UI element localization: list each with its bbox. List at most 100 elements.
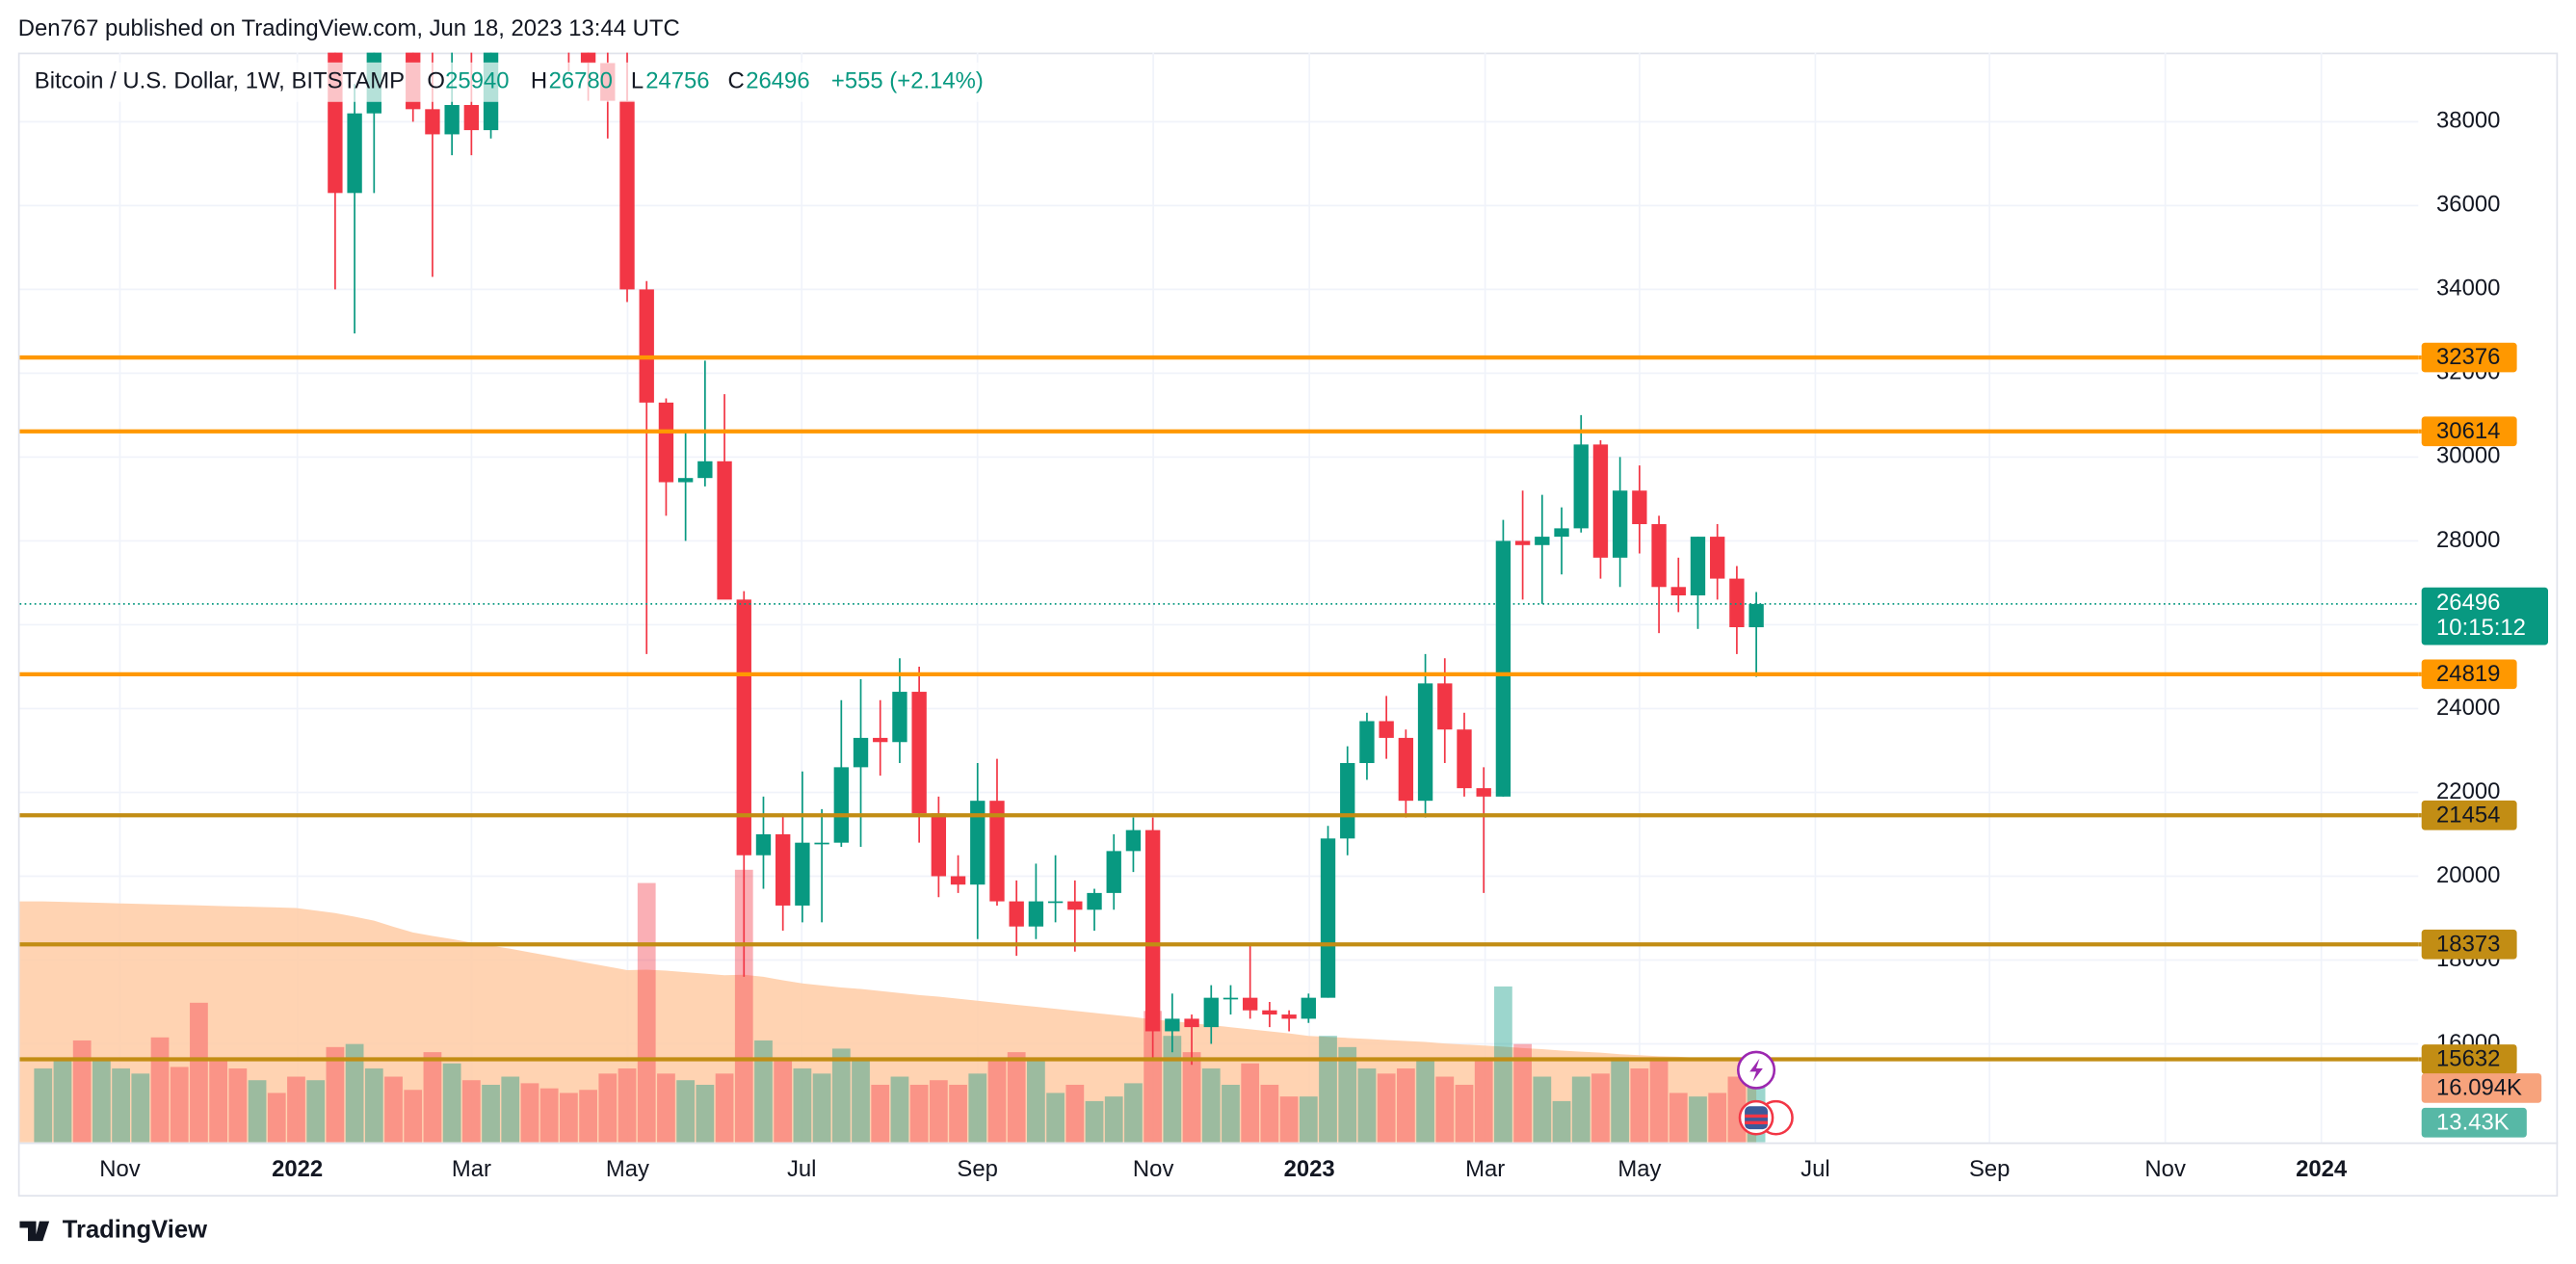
volume-bar <box>696 1084 715 1143</box>
level-label-box <box>2421 416 2517 447</box>
candle-body <box>619 100 635 290</box>
open-label: O <box>427 68 445 94</box>
candle-body <box>931 813 947 877</box>
legend-backdrop <box>22 62 993 102</box>
candle-body <box>1243 997 1258 1011</box>
candle-body <box>639 289 654 403</box>
volume-bar <box>871 1084 890 1143</box>
x-tick-label: May <box>1617 1156 1661 1182</box>
volume-bar <box>1007 1052 1026 1143</box>
x-tick-label: 2024 <box>2296 1156 2348 1182</box>
brand-name: TradingView <box>63 1217 207 1244</box>
candle-body <box>1009 901 1024 927</box>
candle-body <box>1535 537 1550 545</box>
volume-bar <box>618 1068 637 1143</box>
volume-bar <box>1182 1052 1201 1143</box>
candle-body <box>1457 729 1472 789</box>
volume-bar <box>774 1060 793 1143</box>
candle-body <box>1301 997 1316 1019</box>
candle-body <box>1184 1018 1199 1028</box>
volume-bar <box>482 1084 500 1143</box>
volume-bar <box>1689 1096 1707 1143</box>
volume-bar <box>1357 1068 1377 1143</box>
low-value: 24756 <box>645 68 709 94</box>
volume-label: 13.43K <box>2436 1109 2510 1135</box>
candle-body <box>970 801 986 885</box>
volume-bar <box>1649 1060 1669 1143</box>
volume-bar <box>1396 1068 1415 1143</box>
y-tick-label: 38000 <box>2436 108 2500 134</box>
candle-body <box>1203 997 1219 1028</box>
brand: TradingView <box>19 1217 207 1244</box>
volume-bar <box>1591 1073 1610 1143</box>
volume-bar <box>326 1046 345 1143</box>
candle-body <box>1748 603 1764 628</box>
level-label: 30614 <box>2436 418 2500 444</box>
level-label: 21454 <box>2436 802 2500 828</box>
volume-ma-label: 16.094K <box>2436 1075 2522 1101</box>
x-tick-label: Sep <box>957 1156 997 1182</box>
volume-bar <box>131 1073 150 1143</box>
candle-body <box>1340 763 1355 839</box>
candle-body <box>425 109 440 135</box>
price-pane <box>19 52 2419 1066</box>
candle-body <box>1087 892 1102 910</box>
x-tick-label: Jul <box>1801 1156 1830 1182</box>
volume-bar <box>560 1093 578 1143</box>
x-tick-label: Jul <box>787 1156 817 1182</box>
last-price-label: 26496 <box>2436 590 2500 616</box>
candle-body <box>736 599 751 856</box>
level-label-box <box>2421 800 2517 830</box>
candle-body <box>1651 524 1667 588</box>
y-tick-label: 36000 <box>2436 192 2500 218</box>
volume-bar <box>1027 1060 1045 1143</box>
volume-bar <box>248 1080 267 1143</box>
volume-bar <box>1260 1084 1279 1143</box>
event-icons <box>1736 1050 1794 1136</box>
candle-body <box>989 801 1005 902</box>
volume-bar <box>1669 1093 1688 1143</box>
candle-body <box>1379 721 1394 738</box>
x-tick-label: Nov <box>2144 1156 2186 1182</box>
volume-bar <box>112 1068 130 1143</box>
candle-body <box>1437 683 1453 730</box>
candle-body <box>658 402 674 483</box>
volume-bar <box>1377 1073 1396 1143</box>
volume-bar <box>228 1068 248 1143</box>
candle-body <box>1047 901 1064 904</box>
volume-bar <box>209 1060 228 1143</box>
chart-frame <box>17 52 2559 1198</box>
candle-body <box>580 52 596 64</box>
x-tick-label: 2022 <box>272 1156 323 1182</box>
volume-bar <box>384 1076 403 1143</box>
high-label: H <box>531 68 547 94</box>
symbol: Bitcoin / U.S. Dollar, 1W, BITSTAMP <box>35 68 405 94</box>
candle-body <box>795 842 810 906</box>
volume-bar <box>1279 1096 1299 1143</box>
level-label: 15632 <box>2436 1046 2500 1072</box>
level-label: 32376 <box>2436 344 2500 370</box>
volume-bar <box>657 1073 675 1143</box>
lightning <box>1749 1058 1763 1082</box>
candle-body <box>1398 737 1414 802</box>
volume-bar <box>442 1063 461 1143</box>
y-tick-label: 22000 <box>2436 778 2500 804</box>
open-value: 25940 <box>445 68 509 94</box>
candle-body <box>1612 490 1628 558</box>
candle-body <box>1222 997 1239 1000</box>
volume-bar <box>1319 1036 1337 1143</box>
candle-body <box>677 478 694 483</box>
candle-body <box>755 833 772 856</box>
volume-bar <box>539 1088 559 1143</box>
volume-bar <box>423 1052 442 1143</box>
volume-bar <box>949 1084 967 1143</box>
volume-bar <box>1513 1043 1532 1143</box>
logo <box>19 1221 50 1242</box>
candle-body <box>1262 1010 1277 1015</box>
volume-bar <box>852 1060 870 1143</box>
y-tick-label: 20000 <box>2436 862 2500 888</box>
candle-body <box>1729 578 1745 628</box>
volume-bar <box>812 1073 831 1143</box>
volume-bar <box>72 1040 92 1143</box>
candle-body <box>814 842 829 845</box>
